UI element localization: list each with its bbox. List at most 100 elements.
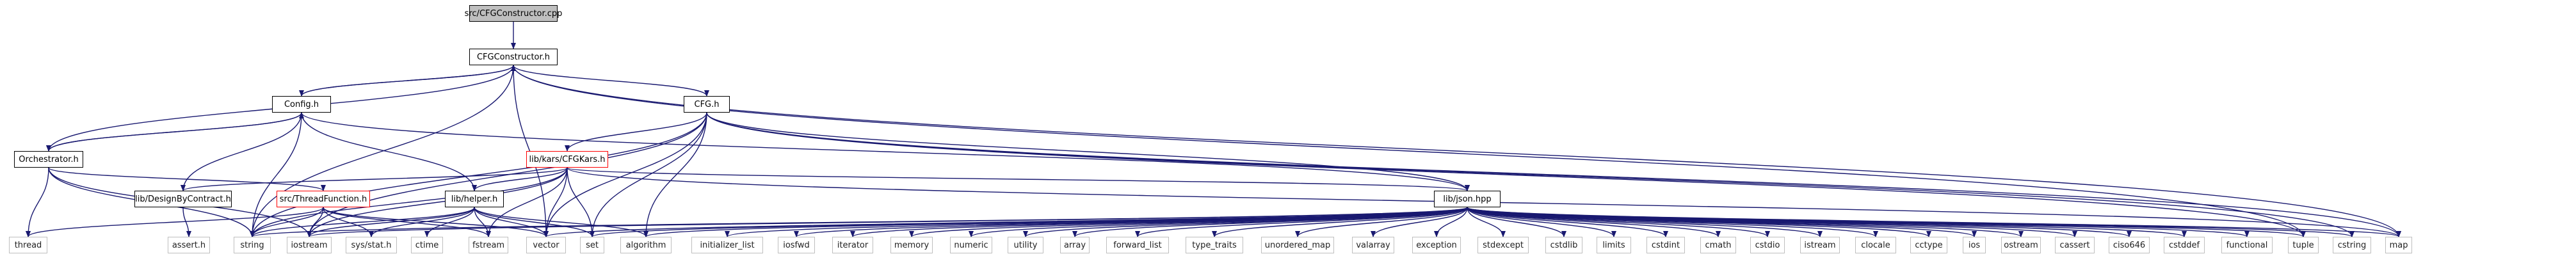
include-edge-cfgkars_h-to-iostream [307,167,568,237]
include-edge-json_hpp-to-type_traits [1212,207,1468,237]
include-edge-cfgkars_h-to-json_hpp [567,167,1470,191]
include-edge-orchestrator_h-to-config_h [48,112,304,152]
include-edge-helper_h-to-ctime [424,207,475,237]
node-ostream: ostream [2001,237,2041,253]
node-cstring: cstring [2333,237,2371,253]
include-edge-cfg_h-to-vector [543,112,707,237]
node-orchestrator-h[interactable]: Orchestrator.h [14,151,83,168]
node-stdexcept: stdexcept [1477,237,1529,253]
node-cfg-h[interactable]: CFG.h [684,96,730,113]
include-edge-config_h-to-cfgconstructor_h [301,65,516,97]
include-edge-cfgkars_h-to-helper_h [472,167,568,191]
include-edge-threadfunction_h-to-fstream [323,207,491,237]
include-edge-json_hpp-to-map [1467,207,2401,237]
node-config-h[interactable]: Config.h [272,96,331,113]
node-json-hpp[interactable]: lib/json.hpp [1434,191,1501,207]
node-cassert: cassert [2055,237,2095,253]
node-map: map [2385,237,2412,253]
node-ios: ios [1963,237,1986,253]
node-threadfunction-h[interactable]: src/ThreadFunction.h [277,191,370,207]
include-edge-cfgconstructor_h-to-map [513,65,2401,237]
include-edge-json_hpp-to-set [590,207,1468,237]
include-edge-orchestrator_h-to-threadfunction_h [48,167,326,191]
include-edge-cfg_h-to-set [590,112,707,237]
node-istream: istream [1800,237,1840,253]
node-set: set [580,237,604,253]
include-edge-json_hpp-to-forward_list [1135,207,1468,237]
include-edge-cfgconstructor_h-to-tuple [513,65,2306,237]
node-exception: exception [1412,237,1461,253]
include-edge-cfg_h-to-cfgkars_h [565,112,707,152]
include-edge-cfgkars_h-to-fstream [486,167,568,237]
include-edge-json_hpp-to-cmath [1467,207,1721,237]
include-edge-threadfunction_h-to-thread [26,207,324,237]
node-thread: thread [9,237,47,253]
include-edge-helper_h-to-sys_stat_h [369,207,475,237]
include-edge-json_hpp-to-cstdlib [1467,207,1566,237]
include-edge-json_hpp-to-unordered_map [1295,207,1468,237]
include-edge-json_hpp-to-cstdint [1467,207,1668,237]
node-forward-list: forward_list [1106,237,1169,253]
node-cstdlib: cstdlib [1545,237,1582,253]
node-initializer-list: initializer_list [691,237,763,253]
include-edge-cfgkars_h-to-dbc_h [181,167,568,191]
include-edge-json_hpp-to-iostream [307,207,1468,237]
node-clocale: clocale [1855,237,1896,253]
include-edge-dbc_h-to-assert_h [182,207,191,237]
include-edge-cfgconstructor_h-to-string [250,65,514,237]
node-ctime: ctime [411,237,443,253]
include-edge-cfgkars_h-to-string [250,167,568,237]
node-assert-h: assert.h [168,237,210,253]
node-vector: vector [526,237,566,253]
include-edge-orchestrator_h-to-thread [26,167,49,237]
include-edge-helper_h-to-fstream [474,207,491,237]
node-cstdio: cstdio [1750,237,1785,253]
include-edge-config_h-to-string [250,112,302,237]
include-edge-json_hpp-to-exception [1434,207,1468,237]
include-edge-json_hpp-to-valarray [1371,207,1468,237]
node-utility: utility [1008,237,1043,253]
node-cmath: cmath [1700,237,1736,253]
node-cstdint: cstdint [1646,237,1685,253]
node-cstddef: cstddef [2164,237,2205,253]
node-designbycontract-h[interactable]: lib/DesignByContract.h [134,191,232,207]
node-tuple: tuple [2288,237,2319,253]
node-numeric: numeric [950,237,992,253]
include-edge-cfg_h-to-string [250,112,707,237]
node-cctype: cctype [1910,237,1947,253]
include-edge-helper_h-to-vector [474,207,549,237]
node-cfgkars-h[interactable]: lib/kars/CFGKars.h [526,151,608,168]
include-edge-threadfunction_h-to-vector [323,207,549,237]
include-edge-helper_h-to-string [250,207,475,237]
node-unordered-map: unordered_map [1261,237,1334,253]
node-ciso646: ciso646 [2109,237,2150,253]
node-array: array [1060,237,1090,253]
node-string: string [234,237,271,253]
include-edge-json_hpp-to-limits [1467,207,1616,237]
node-helper-h[interactable]: lib/helper.h [445,191,504,207]
node-functional: functional [2221,237,2273,253]
include-edge-json_hpp-to-array [1072,207,1468,237]
node-algorithm: algorithm [620,237,672,253]
node-limits: limits [1597,237,1631,253]
node-iostream: iostream [287,237,332,253]
include-edge-cfg_h-to-json_hpp [706,112,1470,191]
include-edges [26,22,2401,237]
node-sys-stat-h: sys/stat.h [346,237,397,253]
node-fstream: fstream [469,237,508,253]
node-cfgconstructor-h[interactable]: CFGConstructor.h [469,49,558,65]
include-edge-cfgconstructor_h-to-cfg_h [513,65,709,97]
include-edge-json_hpp-to-stdexcept [1467,207,1506,237]
node-valarray: valarray [1352,237,1394,253]
include-edge-cfg_h-to-cstring [706,112,2355,237]
node-memory: memory [890,237,933,253]
node-iterator: iterator [832,237,873,253]
node-cfgconstructor-cpp: src/CFGConstructor.cpp [465,5,562,22]
node-type-traits: type_traits [1186,237,1243,253]
node-iosfwd: iosfwd [778,237,815,253]
include-edge-config_h-to-dbc_h [181,112,302,191]
include-edge-cfg_h-to-algorithm [643,112,707,237]
include-edge-config_h-to-json_hpp [301,112,1470,191]
